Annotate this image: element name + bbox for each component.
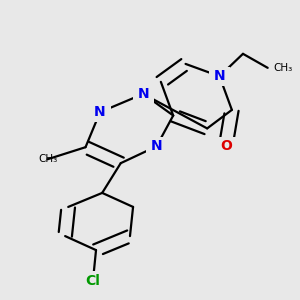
Text: N: N xyxy=(214,69,225,83)
Text: CH₃: CH₃ xyxy=(38,154,57,164)
Text: Cl: Cl xyxy=(85,274,100,288)
Text: O: O xyxy=(220,140,232,153)
FancyBboxPatch shape xyxy=(133,84,154,104)
Text: N: N xyxy=(137,87,149,101)
Text: CH₃: CH₃ xyxy=(273,63,292,73)
FancyBboxPatch shape xyxy=(215,137,236,156)
Text: N: N xyxy=(151,140,162,153)
Text: N: N xyxy=(94,105,106,119)
FancyBboxPatch shape xyxy=(209,67,230,86)
FancyBboxPatch shape xyxy=(79,272,107,290)
FancyBboxPatch shape xyxy=(146,137,167,156)
FancyBboxPatch shape xyxy=(89,103,110,122)
